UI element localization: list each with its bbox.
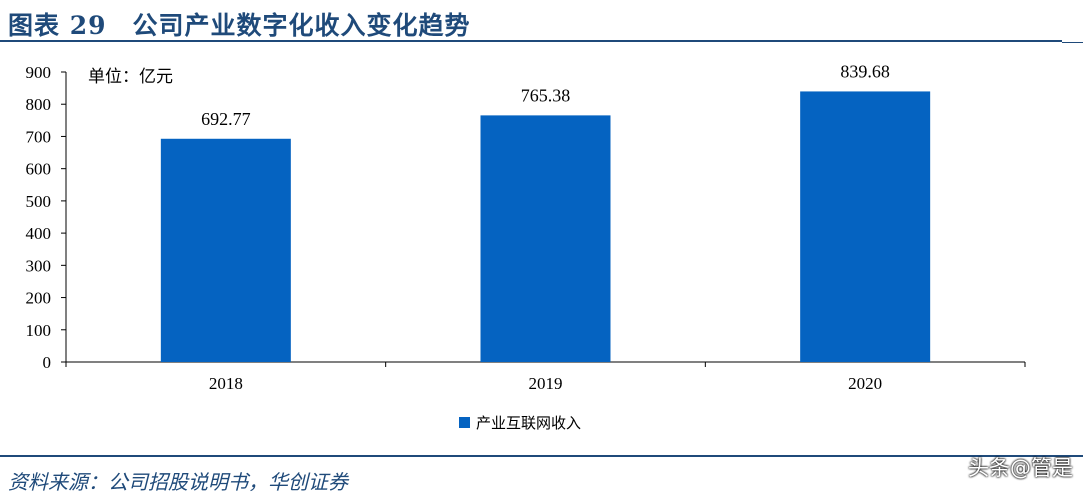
x-tick-label-2019: 2019 <box>529 374 563 393</box>
unit-label: 单位：亿元 <box>88 67 173 86</box>
bar-2020 <box>800 91 931 362</box>
figure-title: 图表 29 公司产业数字化收入变化趋势 <box>8 11 471 40</box>
y-tick-label: 900 <box>26 63 52 82</box>
y-tick-label: 400 <box>26 224 52 243</box>
y-tick-label: 800 <box>26 95 52 114</box>
data-label-2020: 839.68 <box>840 61 890 81</box>
bar-2018 <box>160 138 291 362</box>
figure-header: 图表 29 公司产业数字化收入变化趋势 <box>0 0 1083 44</box>
legend-label: 产业互联网收入 <box>476 415 581 432</box>
y-tick-label: 100 <box>26 321 52 340</box>
x-tick-label-2020: 2020 <box>848 374 882 393</box>
chart-bars <box>160 91 931 362</box>
bar-2019 <box>480 115 611 362</box>
y-tick-label: 600 <box>26 160 52 179</box>
footer-rule <box>0 455 1083 457</box>
legend-swatch <box>459 417 470 428</box>
y-tick-label: 200 <box>26 289 52 308</box>
source-note: 资料来源：公司招股说明书，华创证券 <box>8 470 348 494</box>
y-tick-label: 300 <box>26 256 52 275</box>
data-label-2018: 692.77 <box>201 109 251 129</box>
chart-legend: 产业互联网收入 <box>459 415 581 432</box>
data-label-2019: 765.38 <box>521 85 571 105</box>
y-tick-label: 700 <box>26 127 52 146</box>
bar-chart: 0 100 200 300 400 500 600 700 800 900 692.77 2018 7… <box>26 61 1026 432</box>
x-tick-label-2018: 2018 <box>209 374 243 393</box>
header-rule <box>0 40 1062 42</box>
y-tick-label: 0 <box>43 353 52 372</box>
y-tick-label: 500 <box>26 192 52 211</box>
watermark: 头条@管是 <box>968 456 1073 480</box>
header-rule-end <box>1062 42 1083 43</box>
chart-labels: 692.77 2018 765.38 2019 839.68 2020 <box>201 61 890 393</box>
